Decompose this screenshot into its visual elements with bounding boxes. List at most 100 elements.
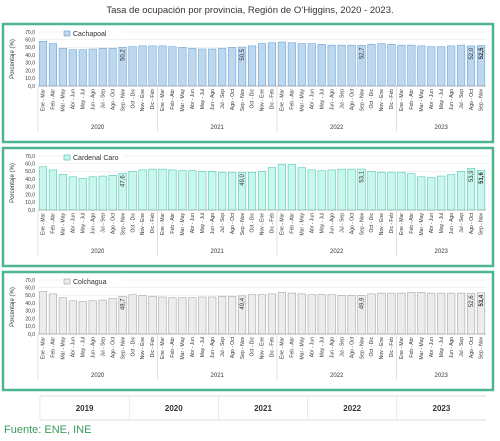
x-tick-label: Ene - Mar [160, 89, 166, 111]
legend-box [62, 276, 124, 286]
bar [188, 297, 197, 335]
x-tick-label: Feb - Abr [170, 89, 176, 110]
bar [257, 43, 267, 87]
bar [267, 167, 276, 211]
x-tick-label: Jul - Sep [220, 337, 226, 357]
x-tick-label: Dic - Feb [270, 337, 276, 358]
x-tick-label: Mar - May [61, 89, 67, 112]
bar [78, 301, 87, 335]
x-tick-label: Feb - Abr [51, 213, 57, 234]
bar [248, 294, 257, 335]
bar [337, 168, 346, 211]
y-tick-label: 20,0 [25, 68, 35, 74]
bar [327, 294, 336, 335]
bar [68, 300, 77, 335]
x-tick-label: Ago - Oct [349, 212, 355, 234]
value-label: 53,9 [469, 170, 475, 182]
x-tick-label: Mar - May [180, 213, 186, 236]
x-tick-label: Nov - Ene [379, 337, 385, 359]
value-label: 47,6 [121, 175, 127, 187]
x-tick-label: Nov - Ene [260, 89, 266, 111]
bar [68, 176, 77, 211]
x-tick-label: Sep - Nov [120, 213, 126, 236]
x-tick-label: Jun - Ago [329, 89, 335, 110]
bar [397, 44, 406, 87]
x-tick-label: Dic - Feb [270, 213, 276, 234]
y-tick-label: 30,0 [25, 185, 35, 191]
panel [1, 146, 495, 268]
bar [168, 169, 177, 211]
x-tick-label: Mar - May [300, 337, 306, 360]
bar [287, 164, 296, 211]
bar [158, 168, 167, 211]
legend-label: Cachapoal [73, 31, 107, 38]
bar [327, 169, 336, 211]
bar [437, 292, 446, 335]
x-tick-label: Nov - Ene [379, 213, 385, 235]
y-tick-label: 40,0 [25, 177, 35, 183]
value-label: 52,5 [479, 47, 485, 59]
legend-swatch [63, 154, 71, 161]
bottom-year: 2022 [343, 404, 361, 413]
y-tick-label: 70,0 [25, 30, 35, 36]
x-tick-label: Ene - Mar [41, 89, 47, 111]
y-tick-label: 20,0 [25, 316, 35, 322]
value-label: 50,2 [121, 49, 127, 61]
legend-label: Cardenal Caro [73, 155, 119, 162]
bar [277, 41, 286, 87]
bar [377, 43, 386, 87]
value-label: 53,4 [479, 294, 485, 306]
legend-swatch [63, 278, 71, 285]
x-tick-label: Oct - Dic [250, 213, 256, 233]
x-tick-label: Ene - Mar [280, 337, 286, 359]
year-label: 2020 [91, 373, 105, 379]
x-tick-label: Jun - Ago [329, 337, 335, 358]
x-tick-label: Jul - Sep [339, 337, 345, 357]
bar [367, 171, 376, 211]
legend-swatch [63, 30, 71, 37]
x-tick-label: Abr - Jun [71, 89, 77, 110]
bar [417, 292, 426, 335]
bar [277, 292, 286, 335]
bar [158, 45, 167, 87]
bottom-year: 2019 [76, 404, 94, 413]
bar [108, 47, 117, 87]
bar [407, 292, 416, 335]
y-axis-title: Porcentaje (%) [10, 287, 16, 327]
x-tick-label: Abr - Jun [429, 213, 435, 234]
bar [148, 45, 157, 87]
bar [307, 169, 316, 211]
x-tick-label: Oct - Dic [130, 337, 136, 357]
bar [367, 293, 376, 335]
bar [267, 293, 276, 335]
x-tick-label: Dic - Feb [389, 213, 395, 234]
x-tick-label: Feb - Abr [51, 89, 57, 110]
legend-box [62, 28, 124, 38]
bar [78, 178, 87, 211]
x-tick-label: Sep - Nov [240, 213, 246, 236]
bar [158, 296, 167, 335]
x-tick-label: Jul - Sep [459, 89, 465, 109]
bar [98, 175, 107, 211]
y-tick-label: 30,0 [25, 309, 35, 315]
bar [78, 49, 87, 87]
y-tick-label: 10,0 [25, 200, 35, 206]
x-tick-label: Ago - Oct [349, 88, 355, 110]
bar [178, 47, 187, 87]
bar [407, 173, 416, 211]
year-label: 2021 [211, 373, 225, 379]
x-tick-label: Jul - Sep [459, 213, 465, 233]
x-tick-label: Jul - Sep [459, 337, 465, 357]
bar [248, 171, 257, 211]
x-tick-label: Mar - May [180, 89, 186, 112]
x-tick-label: Ene - Mar [399, 89, 405, 111]
x-tick-label: Oct - Dic [130, 89, 136, 109]
x-tick-label: Jun - Ago [210, 89, 216, 110]
x-tick-label: May - Jul [200, 337, 206, 357]
x-tick-label: Ago - Oct [110, 336, 116, 358]
bar [138, 45, 147, 87]
bar [98, 299, 107, 335]
x-tick-label: Abr - Jun [71, 337, 77, 358]
x-tick-label: Ago - Oct [469, 336, 475, 358]
